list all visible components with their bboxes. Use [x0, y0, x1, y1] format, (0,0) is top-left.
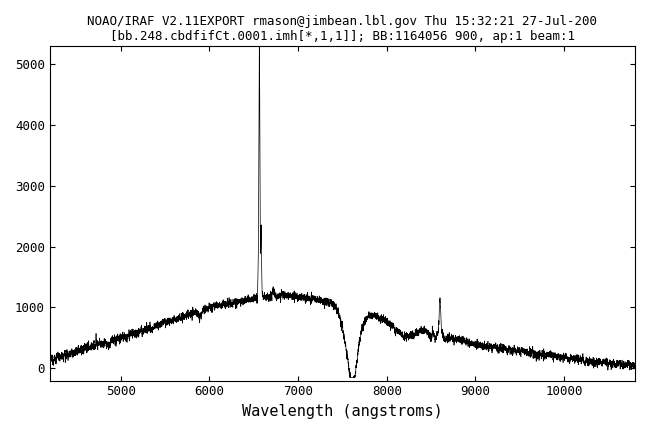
- Title: NOAO/IRAF V2.11EXPORT rmason@jimbean.lbl.gov Thu 15:32:21 27-Jul-200
[bb.248.cbd: NOAO/IRAF V2.11EXPORT rmason@jimbean.lbl…: [88, 15, 597, 43]
- X-axis label: Wavelength (angstroms): Wavelength (angstroms): [242, 404, 443, 419]
